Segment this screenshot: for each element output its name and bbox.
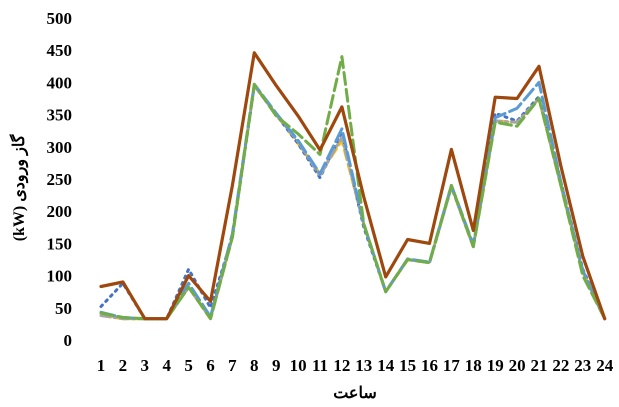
x-tick-label: 5 (184, 356, 193, 375)
x-tick-label: 6 (206, 356, 215, 375)
y-tick-label: 300 (47, 138, 73, 157)
x-tick-label: 18 (465, 356, 482, 375)
y-tick-label: 50 (55, 299, 72, 318)
x-tick-label: 16 (421, 356, 438, 375)
y-tick-label: 250 (47, 170, 73, 189)
series-line-5 (99, 55, 607, 321)
series-line-4 (99, 80, 607, 321)
y-tick-label: 200 (47, 202, 73, 221)
y-axis-title: (kW) گاز ورودی (9, 134, 29, 241)
y-axis-ticks: 0 50 100 150 200 250 300 350 400 450 500 (47, 9, 73, 350)
y-tick-label: 100 (47, 267, 73, 286)
x-tick-label: 11 (312, 356, 328, 375)
x-tick-label: 23 (574, 356, 591, 375)
x-tick-label: 21 (531, 356, 548, 375)
x-tick-label: 17 (443, 356, 461, 375)
series-lines (99, 51, 607, 321)
x-tick-label: 3 (141, 356, 150, 375)
series-line-3 (99, 84, 607, 321)
series-line-1 (99, 84, 607, 321)
x-tick-label: 12 (333, 356, 350, 375)
x-axis-ticks: 1 2 3 4 5 6 7 8 9 10 11 12 13 14 15 16 17 18 19 20 21 22 23 24 (97, 356, 614, 375)
y-tick-label: 400 (47, 73, 73, 92)
x-tick-label: 4 (162, 356, 171, 375)
y-tick-label: 150 (47, 234, 73, 253)
series-line-6 (99, 51, 607, 321)
x-tick-label: 14 (377, 356, 395, 375)
x-tick-label: 15 (399, 356, 416, 375)
x-tick-label: 7 (228, 356, 237, 375)
x-tick-label: 24 (596, 356, 614, 375)
x-tick-label: 13 (355, 356, 372, 375)
series-line-2 (99, 84, 607, 321)
x-tick-label: 20 (509, 356, 526, 375)
x-tick-label: 19 (487, 356, 504, 375)
x-tick-label: 22 (552, 356, 569, 375)
x-tick-label: 8 (250, 356, 259, 375)
x-axis-title: ساعت (333, 385, 377, 402)
y-tick-label: 350 (47, 106, 73, 125)
y-tick-label: 450 (47, 41, 73, 60)
y-tick-label: 0 (64, 331, 73, 350)
x-tick-label: 1 (97, 356, 106, 375)
x-tick-label: 9 (272, 356, 281, 375)
x-tick-label: 10 (290, 356, 307, 375)
y-tick-label: 500 (47, 9, 73, 28)
x-tick-label: 2 (119, 356, 128, 375)
